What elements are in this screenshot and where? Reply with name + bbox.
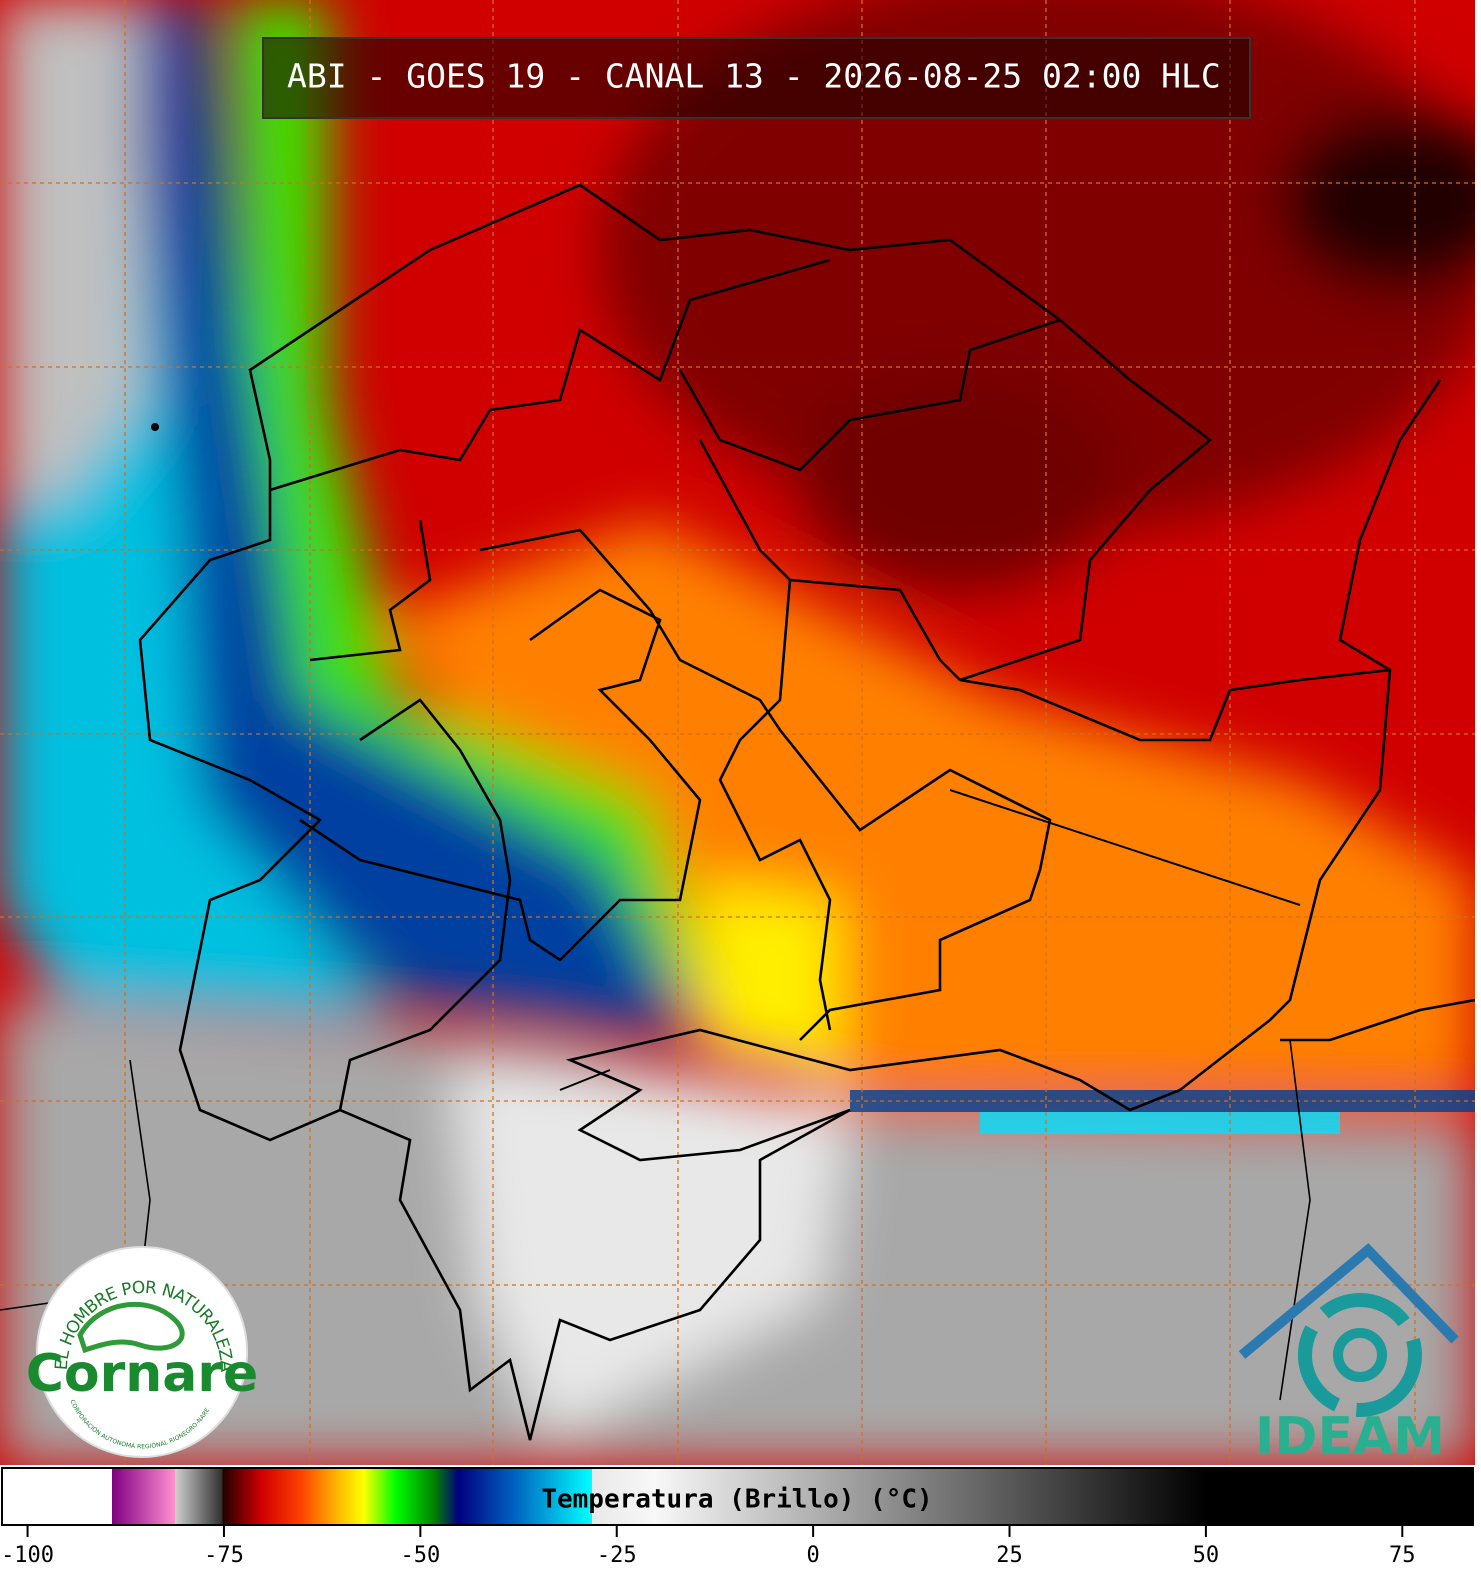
colorbar-tick-label: 25: [996, 1543, 1023, 1568]
boundaries: [0, 183, 1475, 1441]
logo-name: Cornare: [26, 1344, 259, 1404]
logo-name: IDEAM: [1255, 1407, 1445, 1467]
logo-spiral-core: [1333, 1328, 1387, 1382]
colorbar: [1, 1467, 1474, 1526]
title-box: [262, 37, 1251, 119]
colorbar-tick-label: -100: [1, 1543, 54, 1568]
colorbar-tick-label: -50: [400, 1543, 440, 1568]
colorbar-tick-label: 75: [1389, 1543, 1416, 1568]
colorbar-tick-label: 50: [1193, 1543, 1220, 1568]
logo-roof: [1238, 1243, 1459, 1359]
graticule: [0, 0, 1475, 1465]
colorbar-tick-label: 0: [807, 1543, 820, 1568]
colorbar-label: Temperatura (Brillo) (°C): [541, 1485, 932, 1515]
logo-spiral: [1298, 1293, 1422, 1417]
title: ABI - GOES 19 - CANAL 13 - 2026-08-25 02…: [287, 57, 1221, 96]
cornare-logo: EL HOMBRE POR NATURALEZA Cornare CORPORA…: [26, 1246, 259, 1458]
ideam-logo: IDEAM: [1238, 1243, 1459, 1467]
satellite-image: [0, 0, 1475, 1465]
logo-badge: [36, 1246, 248, 1458]
colorbar-tick-label: -25: [597, 1543, 637, 1568]
logo-figure: [77, 1301, 185, 1354]
colorbar-tick-label: -75: [204, 1543, 244, 1568]
